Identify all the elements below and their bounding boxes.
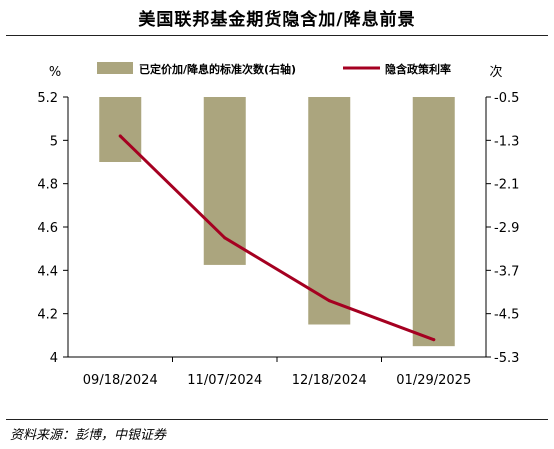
right-tick-label: -1.3	[494, 134, 519, 149]
bar-1	[203, 97, 246, 265]
source-note: 资料来源：彭博，中银证券	[10, 428, 167, 443]
legend-bar-label: 已定价加/降息的标准次数(右轴)	[139, 62, 296, 76]
line-point-0	[118, 134, 122, 138]
bar-3	[412, 97, 455, 347]
chart-title: 美国联邦基金期货隐含加/降息前景	[138, 10, 416, 30]
policy-rate-line	[118, 134, 436, 342]
right-tick-label: -2.1	[494, 178, 519, 193]
x-tick-label: 11/07/2024	[187, 373, 262, 388]
right-axis-unit: 次	[489, 64, 502, 80]
left-tick-label: 4	[50, 351, 58, 366]
ticks: 5.2 5 4.8 4.6 4.4 4.2 4 -0.5 -1.3 -2.1 -2.9 -3.7 -4.…	[37, 91, 519, 388]
line-series	[118, 134, 436, 342]
right-tick-label: -4.5	[494, 308, 519, 323]
line-point-2	[327, 299, 331, 303]
left-axis-unit: %	[49, 65, 61, 80]
right-tick-label: -3.7	[494, 264, 519, 279]
title-rule	[6, 35, 548, 36]
line-point-3	[432, 338, 436, 342]
line-point-1	[223, 236, 227, 240]
legend-bar-swatch	[97, 62, 133, 74]
x-tick-label: 09/18/2024	[83, 373, 158, 388]
right-tick-label: -0.5	[494, 91, 519, 106]
x-tick-label: 12/18/2024	[292, 373, 367, 388]
source-rule	[6, 419, 548, 420]
left-tick-label: 5.2	[37, 91, 58, 106]
left-tick-label: 4.2	[37, 308, 58, 323]
x-tick-label: 01/29/2025	[396, 373, 471, 388]
legend-line-label: 隐含政策利率	[385, 62, 451, 76]
left-tick-label: 4.4	[37, 264, 58, 279]
right-tick-label: -5.3	[494, 351, 519, 366]
legend: 已定价加/降息的标准次数(右轴) 隐含政策利率	[97, 62, 451, 76]
bar-series	[99, 97, 455, 347]
left-tick-label: 5	[50, 134, 58, 149]
left-tick-label: 4.8	[37, 178, 58, 193]
left-tick-label: 4.6	[37, 221, 58, 236]
right-tick-label: -2.9	[494, 221, 519, 236]
bar-2	[308, 97, 351, 325]
